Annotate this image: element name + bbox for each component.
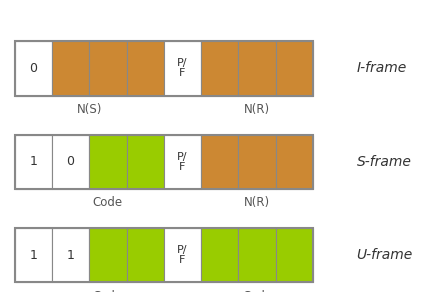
Text: I-frame: I-frame — [357, 61, 407, 75]
Bar — [238, 41, 276, 95]
Bar — [89, 135, 127, 189]
Bar — [89, 228, 127, 282]
Text: Code: Code — [242, 290, 272, 292]
Bar — [238, 135, 276, 189]
Bar — [201, 41, 238, 95]
Bar — [52, 228, 89, 282]
Bar — [164, 135, 201, 189]
Bar — [52, 41, 89, 95]
Bar — [127, 228, 164, 282]
Bar — [15, 41, 52, 95]
Text: N(R): N(R) — [244, 103, 270, 116]
Text: Code: Code — [93, 290, 123, 292]
Bar — [201, 228, 238, 282]
Bar — [15, 41, 313, 95]
Bar — [15, 135, 52, 189]
Text: U-frame: U-frame — [357, 248, 413, 262]
Bar — [52, 135, 89, 189]
Text: 0: 0 — [67, 155, 75, 168]
Bar — [276, 228, 313, 282]
Bar — [15, 228, 52, 282]
Text: 1: 1 — [29, 155, 37, 168]
Text: S-frame: S-frame — [357, 155, 411, 169]
Bar — [238, 228, 276, 282]
Bar — [201, 135, 238, 189]
Bar — [89, 41, 127, 95]
Bar — [164, 41, 201, 95]
Text: P/
F: P/ F — [177, 152, 188, 172]
Bar — [164, 228, 201, 282]
Text: 0: 0 — [29, 62, 37, 75]
Text: P/
F: P/ F — [177, 58, 188, 79]
Bar — [15, 228, 313, 282]
Text: 1: 1 — [29, 249, 37, 262]
Bar — [127, 135, 164, 189]
Text: Code: Code — [93, 197, 123, 209]
Text: P/
F: P/ F — [177, 245, 188, 265]
Bar — [276, 135, 313, 189]
Text: 1: 1 — [67, 249, 75, 262]
Bar — [15, 135, 313, 189]
Text: N(S): N(S) — [77, 103, 102, 116]
Text: N(R): N(R) — [244, 197, 270, 209]
Bar — [276, 41, 313, 95]
Bar — [127, 41, 164, 95]
